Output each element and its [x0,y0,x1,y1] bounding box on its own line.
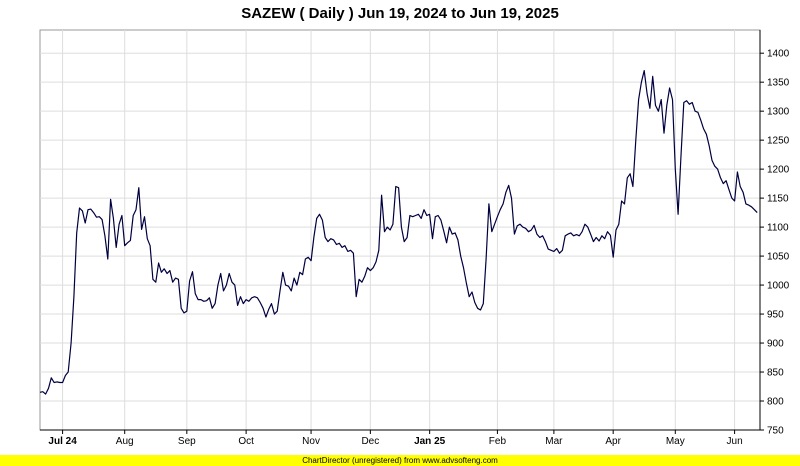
x-axis: Jul 24 Aug Sep Oct Nov Dec Jan 25 Feb Mar Apr May J… [40,429,760,447]
plot-area [39,29,761,431]
y-tick-label: 950 [767,310,784,321]
y-tick-label: 750 [767,426,784,437]
x-tick-label: Oct [238,436,254,447]
y-tick-label: 800 [767,397,784,408]
y-tick-label: 1150 [767,194,789,205]
x-tick-label: Nov [302,436,320,447]
y-tick-label: 1100 [767,223,789,234]
chartdirector-footer: ChartDirector (unregistered) from www.ad… [0,455,800,466]
x-tick-label: Sep [178,436,196,447]
y-tick-label: 1200 [767,165,790,176]
series-layer [39,70,758,395]
x-tick-label: Jun [727,436,743,447]
x-tick-label: Apr [605,436,621,447]
x-tick-label: Mar [545,436,563,447]
chart-title: SAZEW ( Daily ) Jun 19, 2024 to Jun 19, … [241,5,559,22]
x-tick-label: Feb [489,436,507,447]
y-tick-label: 1050 [767,252,790,263]
x-tick-label: Jul 24 [48,436,77,447]
y-tick-label: 900 [767,339,784,350]
x-tick-label: Dec [361,436,379,447]
y-tick-label: 1400 [767,49,790,60]
y-tick-label: 1250 [767,136,790,147]
y-tick-label: 1000 [767,281,790,292]
series-line [39,70,758,395]
x-tick-label: Jan 25 [414,436,446,447]
y-tick-label: 1350 [767,78,790,89]
x-tick-label: Aug [116,436,134,447]
y-tick-label: 1300 [767,107,790,118]
x-tick-label: May [666,436,685,447]
y-axis: 750 800 850 900 950 1000 1050 1100 1150 1200 1250 1… [759,30,790,437]
y-tick-label: 850 [767,368,784,379]
